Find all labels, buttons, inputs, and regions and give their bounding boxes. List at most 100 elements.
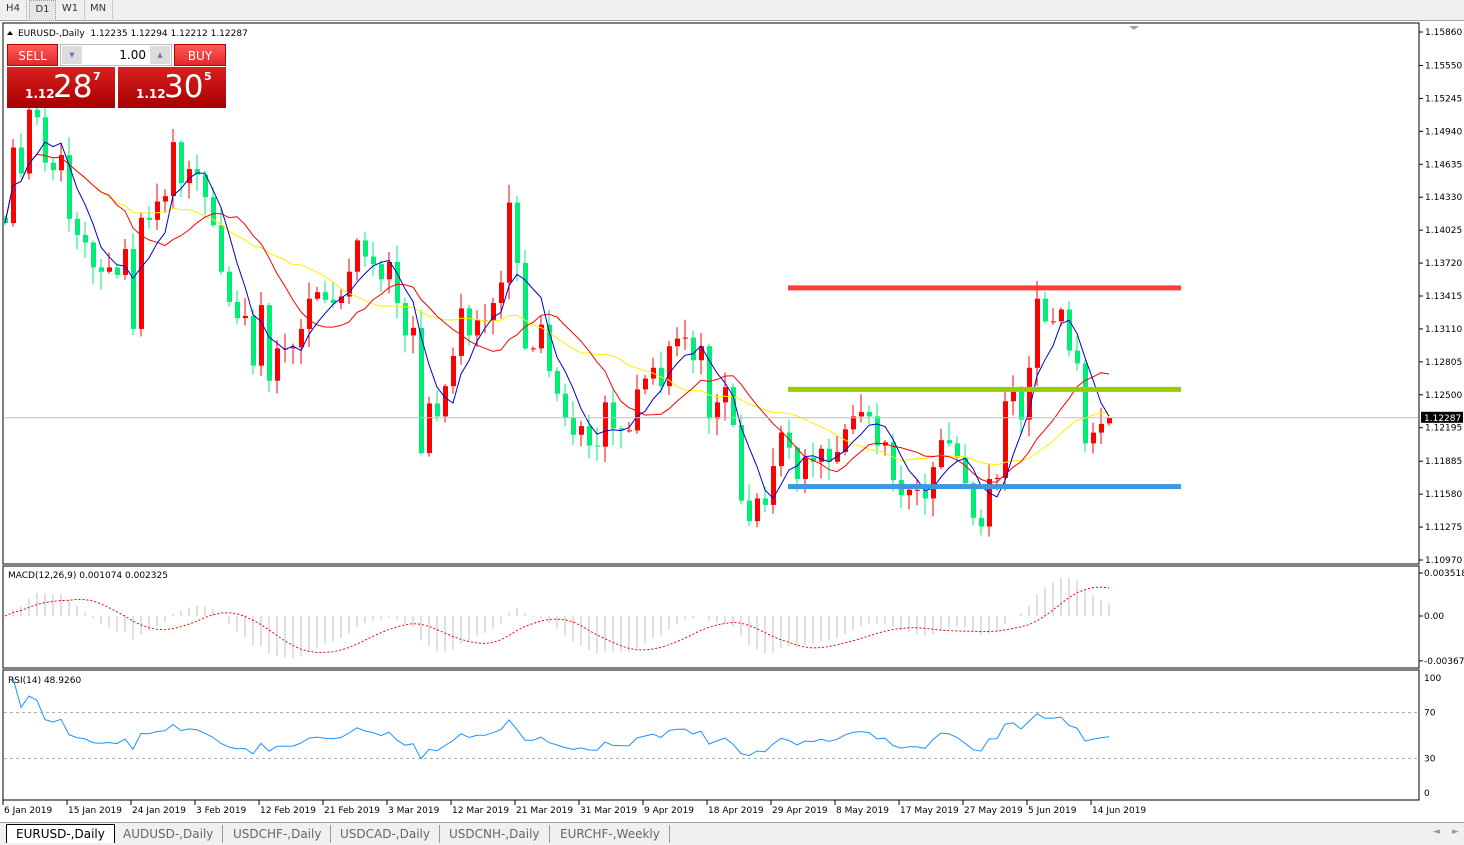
bull-candle (779, 432, 784, 467)
date-label: 18 Apr 2019 (708, 806, 764, 816)
bull-candle (699, 346, 704, 361)
rsi-plot (4, 677, 1418, 760)
bull-candle (339, 296, 344, 304)
bull-candle (139, 217, 144, 329)
bear-candle (195, 169, 200, 175)
bull-candle (275, 348, 280, 381)
bear-candle (75, 218, 80, 235)
bear-candle (547, 324, 552, 372)
tab-eurchf-weekly[interactable]: EURCHF-,Weekly (551, 825, 670, 843)
date-label: 27 May 2019 (964, 806, 1023, 816)
price-tick-label: 1.11275 (1425, 523, 1462, 533)
price-tick-label: 1.11580 (1425, 490, 1462, 500)
bear-candle (115, 267, 120, 275)
price-chart[interactable]: 1.15860 1.15550 1.15245 1.14940 1.14635 1.143… (0, 20, 1464, 822)
bear-candle (67, 155, 72, 219)
bear-candle (179, 142, 184, 184)
chart-header: EURUSD-,Daily 1.12235 1.12294 1.12212 1.… (18, 29, 248, 39)
tab-audusd-daily[interactable]: AUDUSD-,Daily (114, 825, 224, 843)
bull-candle (819, 448, 824, 462)
tab-eurusd-daily[interactable]: EURUSD-,Daily (6, 824, 115, 843)
bear-candle (403, 303, 408, 336)
bull-candle (315, 292, 320, 299)
moving-average-13 (4, 153, 1110, 483)
bear-candle (371, 256, 376, 265)
lot-decrease-icon[interactable]: ▼ (62, 46, 82, 64)
timeframe-d1[interactable]: D1 (29, 0, 56, 21)
macd-frame (2, 565, 1420, 669)
bear-candle (891, 442, 896, 481)
price-tick-label: 1.15550 (1425, 61, 1462, 71)
chart-shift-marker-icon[interactable] (1129, 26, 1139, 30)
lot-value[interactable]: 1.00 (119, 48, 146, 62)
price-tick-label: 1.13415 (1425, 292, 1462, 302)
date-label: 5 Jun 2019 (1028, 806, 1077, 816)
scroll-left-icon[interactable]: ◄ (1433, 827, 1440, 837)
date-label: 17 May 2019 (900, 806, 959, 816)
bull-candle (491, 303, 496, 321)
bear-candle (419, 327, 424, 454)
sell-price-fraction: 7 (93, 70, 101, 83)
tab-usdcad-daily[interactable]: USDCAD-,Daily (331, 825, 440, 843)
bull-candle (387, 261, 392, 280)
bull-candle (675, 338, 680, 347)
sell-button[interactable]: SELL (7, 44, 58, 66)
date-label: 24 Jan 2019 (132, 806, 186, 816)
bull-candle (1011, 391, 1016, 402)
current-price-label: 1.12287 (1424, 414, 1461, 424)
bull-candle (1003, 401, 1008, 478)
price-tick-label: 1.12500 (1425, 391, 1462, 401)
moving-average-21 (4, 153, 1110, 466)
price-tick-label: 1.13110 (1425, 325, 1462, 335)
macd-label: MACD(12,26,9) 0.001074 0.002325 (8, 571, 168, 581)
buy-button[interactable]: BUY (174, 44, 226, 66)
bull-candle (107, 267, 112, 272)
bull-candle (123, 249, 128, 275)
timeframe-mn[interactable]: MN (84, 0, 113, 19)
macd-tick-label: -0.00367 (1424, 657, 1464, 667)
moving-average-5 (4, 141, 1110, 500)
bear-candle (435, 403, 440, 417)
symbol-tabs: EURUSD-,Daily AUDUSD-,Daily USDCHF-,Dail… (0, 822, 1464, 845)
date-label: 8 May 2019 (836, 806, 889, 816)
bull-candle (27, 109, 32, 174)
bull-candle (1107, 417, 1112, 424)
bear-candle (51, 162, 56, 171)
bull-candle (939, 440, 944, 468)
tab-usdchf-daily[interactable]: USDCHF-,Daily (224, 825, 332, 843)
buy-price-fraction: 5 (204, 70, 212, 83)
tab-usdcnh-daily[interactable]: USDCNH-,Daily (440, 825, 550, 843)
scroll-right-icon[interactable]: ► (1452, 827, 1459, 837)
bear-candle (595, 445, 600, 447)
collapse-triangle-icon[interactable] (7, 31, 13, 35)
bull-candle (59, 155, 64, 171)
bull-candle (283, 348, 288, 350)
bear-candle (1019, 391, 1024, 420)
bull-candle (859, 412, 864, 417)
bear-candle (691, 337, 696, 361)
bear-candle (739, 425, 744, 501)
bull-candle (723, 387, 728, 403)
bear-candle (1043, 298, 1048, 322)
horizontal-level-line (788, 484, 1181, 490)
bear-candle (971, 483, 976, 518)
bear-candle (363, 240, 368, 257)
macd-tick-label: 0.00 (1424, 612, 1444, 622)
sell-price-prefix: 1.12 (25, 87, 55, 101)
timeframe-toolbar: H4 D1 W1 MN (0, 0, 1464, 21)
sell-price-box[interactable]: 1.12 28 7 (7, 67, 115, 108)
timeframe-h4[interactable]: H4 (0, 0, 27, 19)
bull-candle (667, 346, 672, 387)
bear-candle (147, 217, 152, 220)
lot-increase-icon[interactable]: ▲ (150, 46, 170, 64)
main-chart-frame (2, 22, 1420, 565)
timeframe-w1[interactable]: W1 (56, 0, 85, 19)
price-tick-label: 1.12805 (1425, 358, 1462, 368)
rsi-label: RSI(14) 48.9260 (8, 676, 81, 686)
buy-price-box[interactable]: 1.12 30 5 (118, 67, 226, 108)
buy-price-pips: 30 (164, 69, 204, 105)
current-price-badge (1421, 411, 1463, 423)
date-label: 12 Feb 2019 (260, 806, 316, 816)
bear-candle (867, 412, 872, 417)
lot-size-input[interactable]: ▼ 1.00 ▲ (60, 44, 172, 66)
